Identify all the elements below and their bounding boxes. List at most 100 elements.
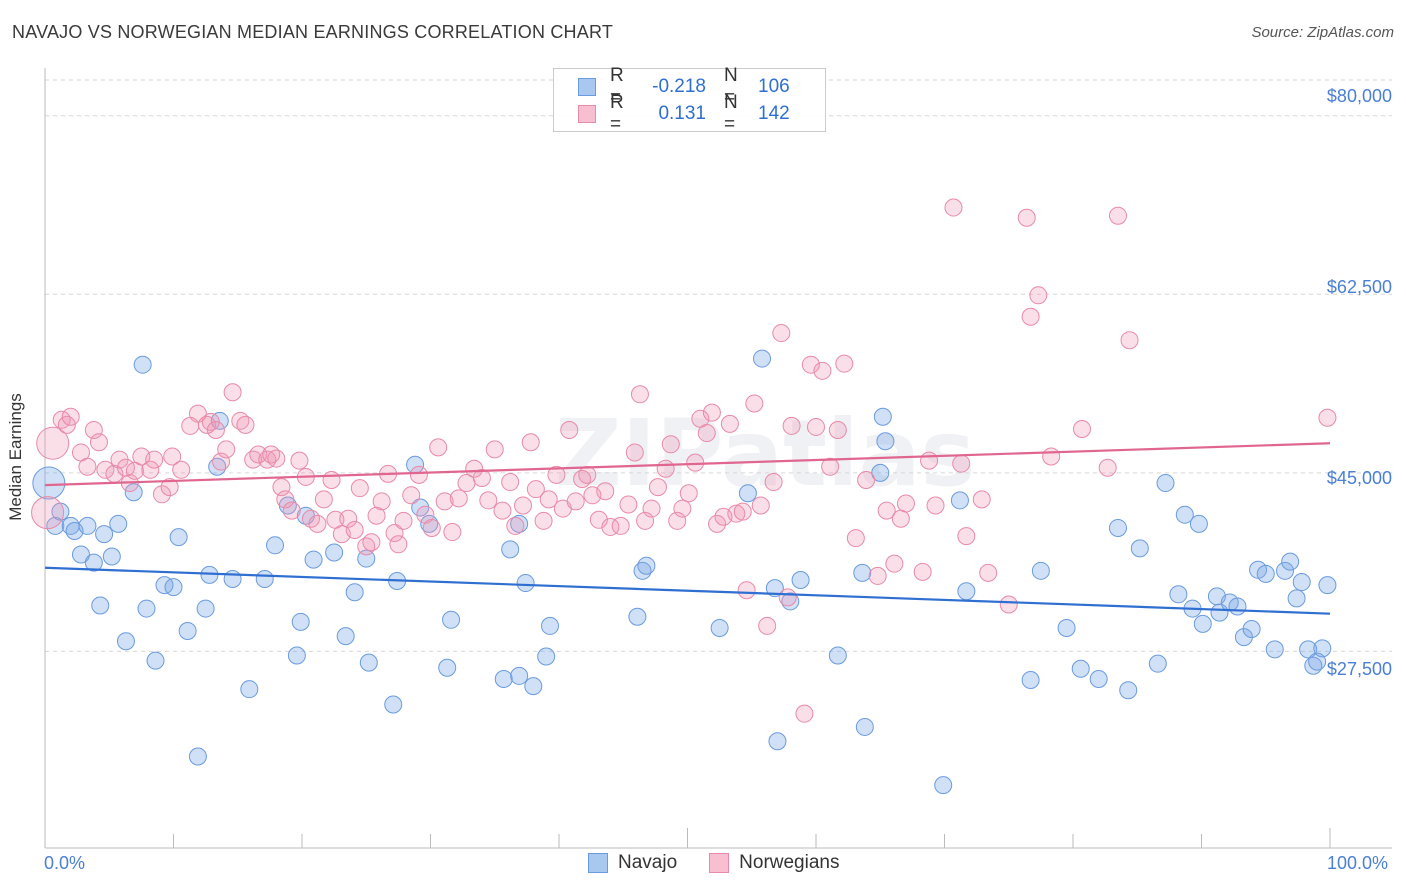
- norwegian-point: [566, 492, 585, 511]
- legend-item-norwegians[interactable]: Norwegians: [709, 852, 839, 874]
- norwegian-point: [152, 485, 171, 504]
- legend-swatch-norwegians: [709, 853, 730, 873]
- navajo-point: [1256, 564, 1275, 583]
- norwegian-point: [416, 505, 435, 524]
- navajo-point: [1308, 652, 1327, 671]
- navajo-point: [1071, 659, 1090, 678]
- y-tick-label-80000: $80,000: [1326, 86, 1392, 106]
- norwegian-point: [642, 499, 661, 518]
- navajo-point: [1313, 639, 1332, 658]
- navajo-point: [291, 612, 310, 631]
- norwegian-point: [141, 460, 160, 479]
- navajo-point: [1265, 640, 1284, 659]
- navajo-point: [345, 583, 364, 602]
- norwegian-point: [493, 501, 512, 520]
- navajo-point: [1021, 671, 1040, 689]
- norwegian-point: [611, 516, 630, 535]
- navajo-point: [116, 632, 135, 651]
- norwegian-point: [957, 527, 976, 546]
- navajo-point: [637, 556, 656, 575]
- navajo-point: [628, 607, 647, 626]
- norwegian-point: [345, 521, 364, 539]
- norwegian-point: [1021, 307, 1040, 326]
- norwegian-point: [389, 535, 408, 554]
- y-tick-label-62500: $62,500: [1326, 277, 1392, 297]
- norwegian-point: [720, 414, 739, 433]
- navajo-point: [32, 466, 66, 500]
- navajo-point: [853, 563, 872, 582]
- y-tick-label-45000: $45,000: [1326, 468, 1392, 488]
- norwegian-point: [596, 482, 615, 501]
- navajo-point: [384, 695, 403, 714]
- navajo-point: [266, 536, 285, 555]
- navajo-point: [1089, 669, 1108, 688]
- navajo-point: [359, 653, 378, 672]
- norwegian-point: [236, 415, 255, 434]
- norwegian-point: [801, 355, 820, 374]
- norwegian-point: [367, 506, 386, 525]
- norwegian-point: [534, 511, 553, 530]
- norwegian-point: [972, 490, 991, 509]
- norwegian-point: [1120, 331, 1139, 350]
- norwegian-point: [778, 588, 797, 607]
- norwegian-point: [290, 451, 309, 470]
- navajo-trend-line: [44, 566, 1331, 615]
- norwegian-point: [385, 524, 404, 543]
- norwegian-point: [708, 514, 727, 533]
- navajo-point: [934, 776, 953, 795]
- norwegian-point: [656, 459, 675, 478]
- navajo-point: [71, 545, 90, 564]
- legend-row-norwegians: R = 0.131 N = 142: [578, 92, 790, 135]
- navajo-point: [196, 599, 215, 618]
- navajo-point: [753, 349, 772, 368]
- norwegian-point: [160, 478, 179, 497]
- x-tick-label-min: 0.0%: [44, 853, 86, 873]
- norwegian-point: [619, 495, 638, 514]
- norwegian-point: [501, 473, 520, 492]
- norwegian-point: [772, 324, 791, 343]
- norwegian-point: [589, 510, 608, 529]
- legend-n-label: N =: [724, 65, 738, 108]
- norwegian-point: [206, 421, 225, 439]
- legend-row-navajo: R = -0.218 N = 106: [578, 65, 790, 108]
- navajo-point: [223, 569, 242, 588]
- navajo-point: [91, 596, 110, 615]
- norwegian-point: [322, 471, 341, 489]
- norwegian-point: [172, 460, 191, 479]
- navajo-point: [710, 618, 729, 637]
- navajo-point: [871, 463, 890, 482]
- navajo-point: [510, 666, 529, 685]
- norwegian-point: [1108, 206, 1127, 225]
- norwegian-point: [372, 492, 391, 511]
- navajo-point: [188, 747, 207, 766]
- navajo-point: [828, 646, 847, 665]
- norwegian-point: [521, 433, 540, 452]
- norwegian-point: [249, 445, 268, 464]
- legend-swatch-navajo: [588, 853, 608, 873]
- legend-r-label: R =: [610, 92, 624, 135]
- norwegian-point: [821, 457, 840, 476]
- norwegian-point: [1029, 286, 1048, 305]
- navajo-point: [873, 407, 892, 426]
- navajo-point: [1119, 681, 1138, 700]
- navajo-point: [357, 549, 376, 568]
- norwegian-point: [422, 518, 441, 537]
- legend-label-navajo: Navajo: [618, 852, 678, 873]
- chart-source: Source: ZipAtlas.com: [1251, 24, 1394, 41]
- navajo-point: [109, 514, 128, 533]
- navajo-point: [169, 528, 188, 547]
- navajo-point: [287, 646, 306, 665]
- navajo-point: [255, 569, 274, 588]
- norwegian-point: [449, 489, 468, 508]
- norwegian-point: [896, 494, 915, 513]
- navajo-point: [325, 543, 344, 562]
- navajo-point: [146, 651, 165, 670]
- navajo-point: [768, 732, 787, 751]
- legend-item-navajo[interactable]: Navajo: [588, 852, 677, 874]
- norwegian-trend-line: [44, 442, 1331, 487]
- navajo-point: [78, 516, 97, 535]
- norwegian-point: [885, 554, 904, 573]
- navajo-point: [1169, 585, 1188, 604]
- navajo-point: [738, 484, 757, 503]
- navajo-point: [133, 355, 152, 374]
